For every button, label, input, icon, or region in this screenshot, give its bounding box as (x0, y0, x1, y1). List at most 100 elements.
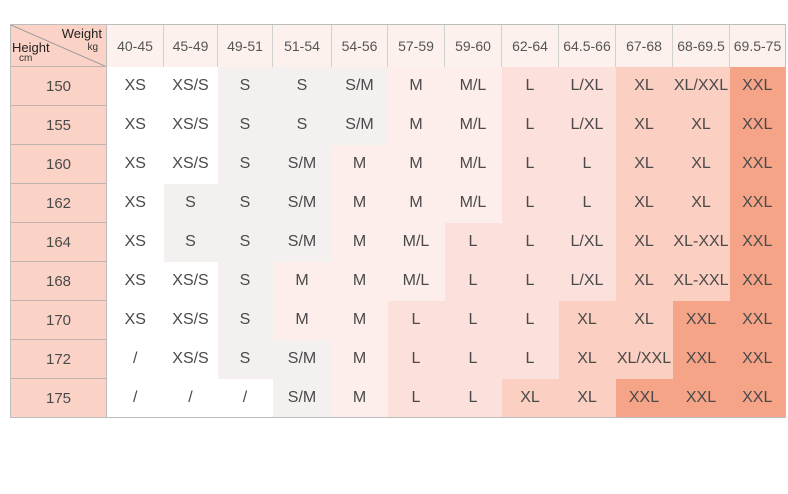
size-chart-table: Weight kg Height cm 40-45 45-49 49-51 51… (10, 24, 786, 418)
header-row: Weight kg Height cm 40-45 45-49 49-51 51… (10, 24, 786, 67)
size-cell: XXL (672, 378, 730, 418)
size-cell: XS (106, 261, 164, 301)
size-cell: XXL (672, 300, 730, 340)
size-cell: XL-XXL (672, 261, 730, 301)
weight-column-header: 57-59 (387, 24, 445, 67)
height-row-header: 172 (10, 339, 107, 379)
size-cell: L (444, 300, 502, 340)
size-cell: / (106, 339, 164, 379)
size-cell: M (331, 339, 388, 379)
weight-column-header: 40-45 (106, 24, 164, 67)
table-row: 172/XS/S S S/M M L L L XL XL/XXL XXL XXL (10, 339, 786, 379)
size-cell: XS/S (163, 300, 218, 340)
size-cell: M (387, 66, 445, 106)
table-row: 155 XS XS/S S S S/M M M/L L L/XL XL XL XXL (10, 105, 786, 145)
weight-column-header: 54-56 (331, 24, 388, 67)
table-row: 168 XS XS/S S M M M/L L L L/XL XL XL-XXL XXL (10, 261, 786, 301)
weight-column-header: 69.5-75 (729, 24, 786, 67)
size-cell: M (387, 144, 445, 184)
size-cell: XL (615, 222, 673, 262)
table-row: 162 XS S S S/M M M M/L L L XL XL XXL (10, 183, 786, 223)
weight-column-header: 51-54 (272, 24, 332, 67)
height-axis-label: Height (12, 40, 50, 55)
size-cell: S/M (331, 66, 388, 106)
size-cell: S/M (272, 378, 332, 418)
size-cell: S/M (272, 144, 332, 184)
size-cell: L (444, 339, 502, 379)
size-cell: / (106, 378, 164, 418)
size-cell: XL (558, 378, 616, 418)
size-cell: L (387, 339, 445, 379)
size-cell: S (163, 222, 218, 262)
size-cell: XS (106, 222, 164, 262)
size-cell: XXL (615, 378, 673, 418)
table-row: 150 XS XS/S S S S/M M M/L L L/XL XL XL/XXL XXL (10, 66, 786, 106)
size-cell: XS (106, 300, 164, 340)
size-cell: M (387, 183, 445, 223)
diagonal-divider-icon (11, 25, 106, 67)
size-cell: S (217, 261, 273, 301)
size-cell: L/XL (558, 261, 616, 301)
size-cell: S (217, 144, 273, 184)
size-cell: XL (615, 300, 673, 340)
height-row-header: 175 (10, 378, 107, 418)
size-cell: L (501, 66, 559, 106)
size-cell: S (217, 183, 273, 223)
size-cell: XL (558, 339, 616, 379)
size-cell: M (387, 105, 445, 145)
size-cell: L/XL (558, 222, 616, 262)
size-cell: M/L (444, 105, 502, 145)
table-row: 160 XS XS/S S S/M M M M/L L L XL XL XXL (10, 144, 786, 184)
size-cell: S/M (272, 339, 332, 379)
table-row: 164 XS S S S/M M M/L L L L/XL XL XL-XXL XXL (10, 222, 786, 262)
size-cell: XS/S (163, 144, 218, 184)
height-row-header: 160 (10, 144, 107, 184)
size-cell: M (331, 300, 388, 340)
size-cell: L (501, 144, 559, 184)
height-row-header: 170 (10, 300, 107, 340)
size-cell: M (331, 378, 388, 418)
size-cell: L (444, 222, 502, 262)
size-cell: XL (558, 300, 616, 340)
size-cell: XXL (729, 105, 786, 145)
size-cell: XXL (729, 66, 786, 106)
size-cell: S (217, 300, 273, 340)
height-row-header: 164 (10, 222, 107, 262)
size-cell: M/L (387, 261, 445, 301)
size-cell: S (217, 105, 273, 145)
size-cell: XL/XXL (615, 339, 673, 379)
table-row: 170 XS XS/S S M M L L L XL XL XXL XXL (10, 300, 786, 340)
size-cell: S (217, 66, 273, 106)
weight-column-header: 59-60 (444, 24, 502, 67)
size-cell: L/XL (558, 66, 616, 106)
size-cell: S (163, 183, 218, 223)
size-cell: XL (615, 261, 673, 301)
size-cell: L (501, 261, 559, 301)
size-cell: XXL (729, 300, 786, 340)
size-cell: XXL (729, 339, 786, 379)
size-cell: XS/S (163, 66, 218, 106)
height-row-header: 155 (10, 105, 107, 145)
size-cell: L (387, 300, 445, 340)
weight-column-header: 67-68 (615, 24, 673, 67)
size-cell: L (501, 183, 559, 223)
size-cell: L (387, 378, 445, 418)
size-cell: XL/XXL (672, 66, 730, 106)
size-cell: XS/S (163, 105, 218, 145)
size-cell: XXL (672, 339, 730, 379)
size-cell: M/L (387, 222, 445, 262)
size-cell: XL (501, 378, 559, 418)
size-cell: XS/S (163, 261, 218, 301)
height-row-header: 150 (10, 66, 107, 106)
size-cell: S (272, 105, 332, 145)
weight-unit-label: kg (87, 42, 98, 53)
size-cell: L (444, 378, 502, 418)
weight-column-header: 64.5-66 (558, 24, 616, 67)
size-cell: S (217, 339, 273, 379)
size-cell: M (331, 261, 388, 301)
size-cell: L (558, 144, 616, 184)
corner-header-cell: Weight kg Height cm (10, 24, 107, 67)
size-cell: S/M (272, 183, 332, 223)
size-cell: M (331, 144, 388, 184)
size-cell: XS/S (163, 339, 218, 379)
